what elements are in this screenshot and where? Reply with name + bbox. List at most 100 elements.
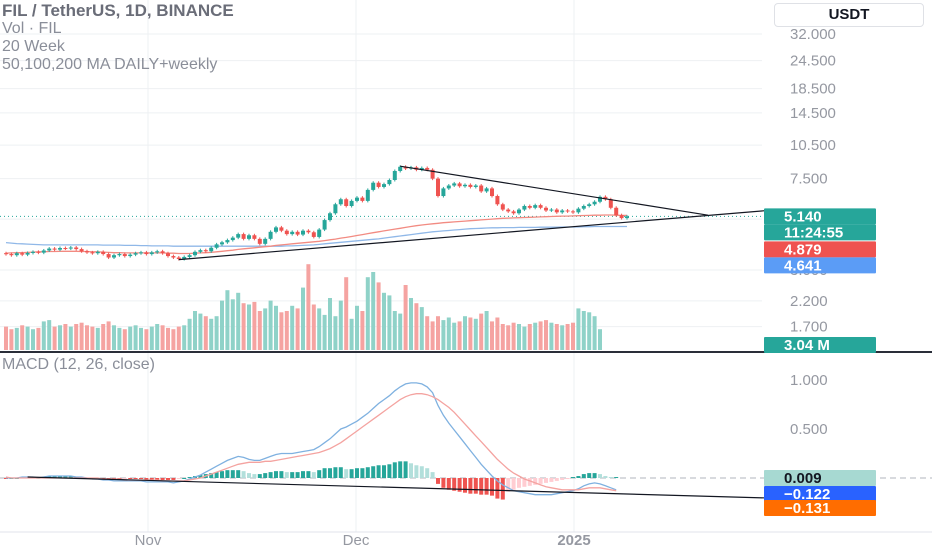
candle [306, 229, 311, 234]
candle-body [290, 231, 295, 235]
candle [128, 253, 133, 258]
candle-body [295, 231, 300, 235]
macd-trendline [27, 476, 790, 500]
volume-bar [371, 272, 376, 350]
candle [560, 208, 565, 214]
candle [598, 195, 602, 204]
macd-histogram-bar [490, 478, 494, 496]
macd-legend[interactable]: MACD (12, 26, close) [2, 356, 155, 373]
macd-histogram-bar [398, 461, 403, 478]
candle [122, 252, 127, 258]
badge-last-price: 5.140 [764, 208, 876, 225]
candle [252, 233, 257, 241]
ma-blue-line [5, 225, 627, 247]
candle-body [14, 253, 19, 256]
candle-body [608, 199, 613, 208]
macd-histogram-bar [58, 476, 62, 478]
candle-body [463, 184, 467, 187]
candle-body [576, 208, 581, 213]
candle [166, 251, 170, 258]
volume-bar [511, 322, 516, 350]
macd-tick-label: 1.000 [790, 372, 828, 389]
time-axis: Nov Dec 2025 [135, 532, 591, 549]
candle-body [160, 251, 165, 254]
volume-bar [468, 317, 473, 350]
currency-button[interactable]: USDT [774, 3, 924, 27]
volume-bar [68, 326, 73, 350]
candle [301, 229, 305, 237]
volume-bar [473, 318, 478, 350]
candle [101, 250, 106, 256]
macd-histogram-bar [268, 472, 273, 478]
candle [355, 196, 359, 203]
candle [484, 186, 489, 193]
volume-bar [41, 321, 46, 350]
candle-body [155, 251, 160, 253]
candle-body [52, 248, 57, 250]
candle-body [4, 253, 8, 255]
candle [198, 248, 203, 254]
volume-bar [203, 316, 208, 350]
price-tick-label: 1.700 [790, 319, 828, 336]
candle [268, 230, 273, 241]
candle-body [311, 232, 316, 237]
macd-histogram-bar [230, 470, 235, 478]
macd-histogram-bar [538, 478, 543, 484]
macd-histogram-bar [549, 478, 554, 482]
candle [247, 233, 251, 241]
candle [565, 208, 570, 213]
candle-body [603, 196, 608, 200]
macd-histogram-bar [338, 467, 343, 478]
candle [52, 247, 57, 252]
indicator-ma[interactable]: 50,100,200 MA DAILY+weekly [2, 56, 218, 73]
candle-body [571, 211, 575, 213]
volume-bar [338, 300, 343, 350]
candle [68, 246, 73, 251]
macd-histogram-bar [279, 471, 284, 478]
candle-body [506, 209, 511, 212]
volume-bar [122, 329, 127, 350]
macd-histogram-bar [171, 478, 176, 480]
symbol-title[interactable]: FIL / TetherUS, 1D, BINANCE [2, 1, 234, 20]
badge-ma-red-bg [764, 241, 876, 258]
badge-countdown-text: 11:24:55 [784, 224, 843, 241]
candle [436, 177, 440, 198]
candle [317, 228, 322, 239]
candle-body [128, 254, 133, 257]
macd-histogram-bar [614, 477, 619, 479]
candle [468, 183, 473, 189]
macd-histogram-bar [247, 473, 251, 478]
macd-histogram-bar [565, 478, 570, 479]
volume-bar [328, 298, 332, 350]
candle-body [392, 170, 397, 180]
candle [490, 186, 494, 198]
volume-bar [9, 329, 14, 350]
signal-line [5, 393, 617, 492]
volume-bar [182, 325, 187, 350]
volume-bar [257, 311, 262, 350]
volume-bar [527, 324, 532, 350]
candle [263, 237, 268, 246]
candle-body [74, 247, 79, 250]
volume-bar [25, 326, 30, 350]
candle-body [484, 188, 489, 192]
candle-body [203, 250, 208, 252]
candle [41, 248, 46, 255]
macd-histogram-bar [284, 472, 289, 478]
volume-bar [112, 325, 116, 350]
volume-bar [63, 324, 68, 350]
volume-bar [79, 322, 84, 350]
candle [279, 225, 284, 233]
macd-histogram-bar [522, 478, 527, 487]
volume-bar [193, 311, 197, 350]
volume-bar [533, 322, 538, 350]
candle-body [371, 182, 376, 190]
price-tick-label: 14.500 [790, 105, 836, 122]
volume-legend[interactable]: Vol · FIL [2, 20, 62, 37]
volume-bar [554, 324, 559, 350]
indicator-20-week[interactable]: 20 Week [2, 38, 65, 55]
volume-bars [4, 264, 602, 350]
candle-body [614, 207, 619, 216]
